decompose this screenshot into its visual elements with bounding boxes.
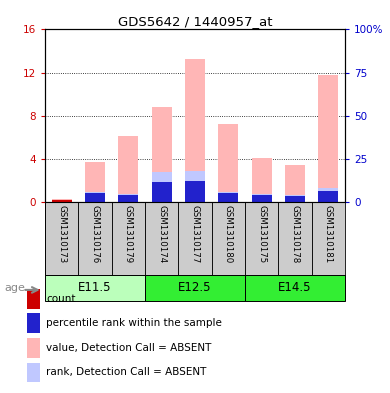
Text: age: age <box>4 283 25 293</box>
Text: count: count <box>46 294 76 304</box>
Bar <box>45 275 145 301</box>
Bar <box>185 181 205 202</box>
Text: GSM1310181: GSM1310181 <box>324 205 333 263</box>
Bar <box>118 194 138 202</box>
Bar <box>178 202 212 275</box>
Bar <box>252 195 272 202</box>
Text: value, Detection Call = ABSENT: value, Detection Call = ABSENT <box>46 343 212 353</box>
Bar <box>45 202 78 275</box>
Bar <box>118 136 138 202</box>
Bar <box>51 198 71 202</box>
Bar <box>85 162 105 202</box>
Bar <box>212 202 245 275</box>
Bar <box>51 200 71 202</box>
Bar <box>319 191 339 202</box>
Bar <box>118 195 138 202</box>
Bar <box>185 59 205 202</box>
Bar <box>78 202 112 275</box>
Bar <box>85 193 105 202</box>
Bar <box>319 75 339 202</box>
Bar <box>252 194 272 202</box>
Bar <box>145 275 245 301</box>
Bar <box>218 193 238 202</box>
Bar <box>85 191 105 202</box>
Text: E12.5: E12.5 <box>178 281 212 294</box>
Bar <box>152 172 172 202</box>
Bar <box>27 314 40 333</box>
Text: GSM1310178: GSM1310178 <box>291 205 300 263</box>
Bar <box>145 202 178 275</box>
Text: GSM1310179: GSM1310179 <box>124 205 133 263</box>
Bar <box>27 362 40 382</box>
Text: GSM1310174: GSM1310174 <box>157 205 166 263</box>
Bar <box>285 165 305 202</box>
Bar <box>112 202 145 275</box>
Bar <box>319 188 339 202</box>
Bar <box>185 171 205 202</box>
Bar <box>245 202 278 275</box>
Text: GSM1310180: GSM1310180 <box>224 205 233 263</box>
Bar <box>285 195 305 202</box>
Text: GSM1310176: GSM1310176 <box>90 205 99 263</box>
Bar <box>218 191 238 202</box>
Text: rank, Detection Call = ABSENT: rank, Detection Call = ABSENT <box>46 367 207 377</box>
Bar <box>252 158 272 202</box>
Bar <box>245 275 345 301</box>
Text: GSM1310175: GSM1310175 <box>257 205 266 263</box>
Bar <box>152 107 172 202</box>
Text: percentile rank within the sample: percentile rank within the sample <box>46 318 222 328</box>
Text: GSM1310177: GSM1310177 <box>190 205 200 263</box>
Text: E14.5: E14.5 <box>278 281 312 294</box>
Bar <box>218 123 238 202</box>
Bar <box>278 202 312 275</box>
Title: GDS5642 / 1440957_at: GDS5642 / 1440957_at <box>118 15 272 28</box>
Text: E11.5: E11.5 <box>78 281 112 294</box>
Bar <box>27 289 40 309</box>
Text: GSM1310173: GSM1310173 <box>57 205 66 263</box>
Bar <box>152 182 172 202</box>
Bar <box>285 196 305 202</box>
Bar <box>312 202 345 275</box>
Bar <box>27 338 40 358</box>
